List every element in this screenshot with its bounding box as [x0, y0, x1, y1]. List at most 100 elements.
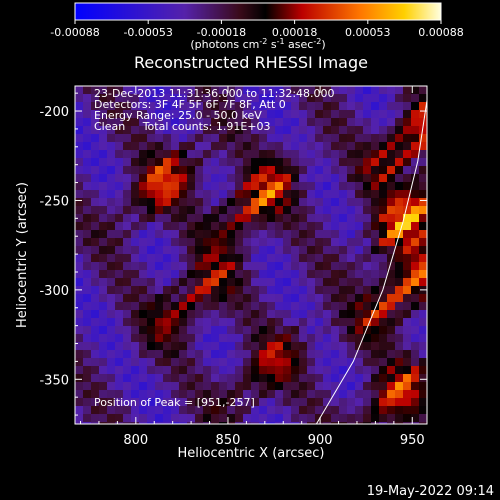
heatmap-cell [395, 278, 403, 286]
heatmap-cell [315, 382, 323, 390]
heatmap-cell [83, 366, 91, 374]
heatmap-cell [267, 414, 275, 422]
heatmap-cell [387, 414, 395, 422]
heatmap-cell [379, 102, 387, 110]
heatmap-cell [235, 166, 243, 174]
heatmap-cell [75, 406, 83, 414]
heatmap-cell [267, 254, 275, 262]
heatmap-cell [411, 238, 419, 246]
heatmap-cell [267, 118, 275, 126]
heatmap-cell [283, 350, 291, 358]
heatmap-cell [75, 86, 83, 94]
heatmap-cell [171, 398, 179, 406]
heatmap-cell [171, 422, 179, 424]
heatmap-cell [179, 358, 187, 366]
heatmap-cell [419, 278, 427, 286]
heatmap-cell [195, 102, 203, 110]
heatmap-cell [267, 286, 275, 294]
heatmap-cell [387, 406, 395, 414]
heatmap-cell [363, 310, 371, 318]
heatmap-cell [283, 206, 291, 214]
heatmap-cell [299, 238, 307, 246]
heatmap-cell [299, 390, 307, 398]
heatmap-cell [395, 342, 403, 350]
heatmap-cell [147, 414, 155, 422]
heatmap-cell [91, 182, 99, 190]
heatmap-cell [363, 118, 371, 126]
heatmap-cell [379, 214, 387, 222]
heatmap-cell [283, 382, 291, 390]
heatmap-cell [419, 414, 427, 422]
heatmap-cell [275, 150, 283, 158]
heatmap-cell [171, 134, 179, 142]
heatmap-cell [299, 310, 307, 318]
heatmap-cell [371, 382, 379, 390]
heatmap-cell [179, 334, 187, 342]
heatmap-cell [139, 230, 147, 238]
heatmap-cell [99, 94, 107, 102]
heatmap-cell [243, 86, 251, 94]
heatmap-cell [203, 174, 211, 182]
heatmap-cell [275, 190, 283, 198]
heatmap-cell [219, 174, 227, 182]
heatmap-cell [355, 366, 363, 374]
heatmap-cell [139, 414, 147, 422]
heatmap-cell [267, 238, 275, 246]
heatmap-cell [307, 254, 315, 262]
heatmap-cell [355, 254, 363, 262]
heatmap-cell [395, 174, 403, 182]
heatmap-cell [187, 158, 195, 166]
heatmap-cell [107, 254, 115, 262]
heatmap-cell [339, 86, 347, 94]
heatmap-cell [323, 102, 331, 110]
heatmap-cell [155, 302, 163, 310]
heatmap-cell [355, 350, 363, 358]
heatmap-cell [171, 390, 179, 398]
heatmap-cell [235, 358, 243, 366]
heatmap-cell [163, 342, 171, 350]
heatmap-cell [347, 294, 355, 302]
heatmap-cell [75, 350, 83, 358]
heatmap-cell [91, 126, 99, 134]
heatmap-cell [123, 166, 131, 174]
heatmap-cell [347, 182, 355, 190]
heatmap-cell [259, 118, 267, 126]
heatmap-cell [355, 158, 363, 166]
heatmap-cell [419, 254, 427, 262]
heatmap-cell [259, 150, 267, 158]
heatmap-cell [347, 118, 355, 126]
heatmap-cell [243, 94, 251, 102]
heatmap-cell [179, 214, 187, 222]
heatmap-cell [347, 158, 355, 166]
heatmap-cell [163, 270, 171, 278]
heatmap-cell [307, 334, 315, 342]
heatmap-cell [387, 390, 395, 398]
heatmap-cell [339, 294, 347, 302]
heatmap-cell [387, 174, 395, 182]
heatmap-cell [227, 414, 235, 422]
heatmap-cell [299, 414, 307, 422]
heatmap-cell [267, 302, 275, 310]
heatmap-cell [291, 398, 299, 406]
heatmap-cell [139, 422, 147, 424]
heatmap-cell [83, 294, 91, 302]
heatmap-cell [387, 166, 395, 174]
heatmap-cell [171, 358, 179, 366]
heatmap-cell [347, 190, 355, 198]
heatmap-cell [139, 134, 147, 142]
heatmap-cell [219, 342, 227, 350]
heatmap-cell [395, 110, 403, 118]
heatmap-cell [163, 150, 171, 158]
heatmap-cell [147, 318, 155, 326]
heatmap-cell [139, 302, 147, 310]
heatmap-cell [131, 414, 139, 422]
heatmap-cell [363, 190, 371, 198]
colorbar-tick-label: -0.00018 [197, 26, 246, 39]
heatmap-cell [307, 366, 315, 374]
heatmap-cell [115, 326, 123, 334]
heatmap-cell [91, 350, 99, 358]
heatmap-cell [91, 414, 99, 422]
heatmap-cell [187, 126, 195, 134]
heatmap-cell [139, 118, 147, 126]
heatmap-cell [99, 286, 107, 294]
